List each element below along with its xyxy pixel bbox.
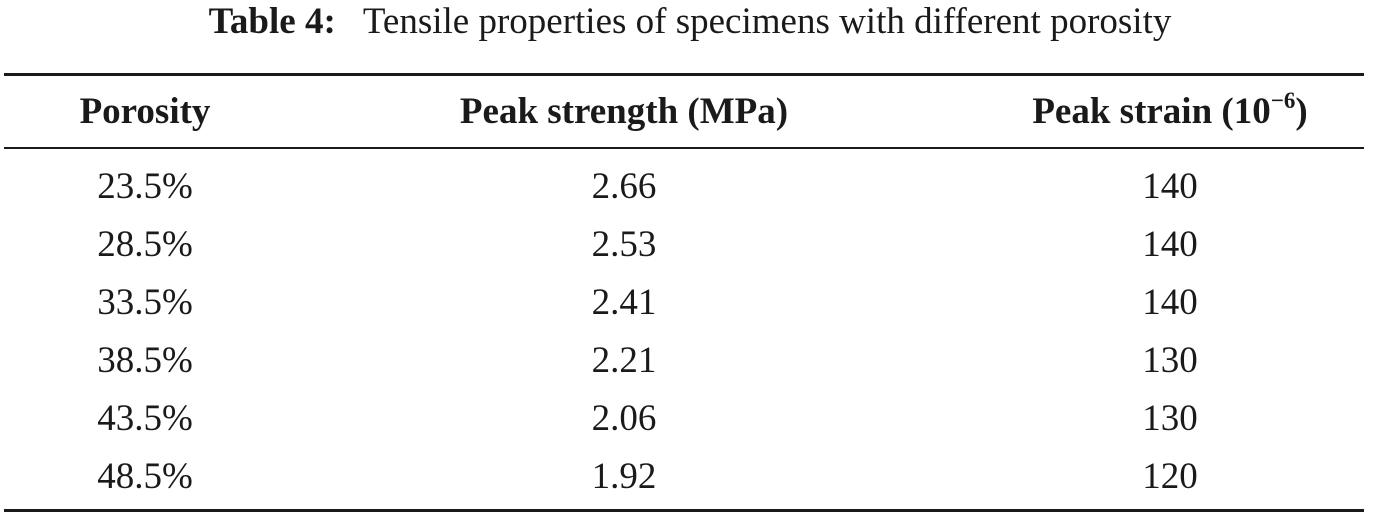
header-peak-strain-text: Peak strain (10 bbox=[1032, 91, 1271, 132]
header-peak-strain: Peak strain (10−6) bbox=[980, 80, 1360, 144]
cell-peak-strength: 2.41 bbox=[591, 282, 657, 323]
cell-peak-strength: 1.92 bbox=[591, 456, 657, 497]
header-peak-strain-exponent: −6 bbox=[1270, 87, 1296, 113]
header-porosity: Porosity bbox=[0, 80, 290, 144]
cell-porosity: 33.5% bbox=[97, 282, 193, 323]
table-row: 33.5% 2.41 140 bbox=[0, 274, 1380, 332]
table-top-rule bbox=[4, 73, 1364, 76]
header-peak-strength: Peak strength (MPa) bbox=[440, 80, 808, 144]
cell-peak-strength: 2.06 bbox=[591, 398, 657, 439]
table-header-row: Porosity Peak strength (MPa) Peak strain… bbox=[0, 80, 1380, 144]
table-header-rule bbox=[4, 147, 1364, 149]
table-caption-spacer bbox=[345, 1, 354, 42]
table-row: 28.5% 2.53 140 bbox=[0, 216, 1380, 274]
cell-porosity: 48.5% bbox=[97, 456, 193, 497]
cell-peak-strength: 2.66 bbox=[591, 166, 657, 207]
table-bottom-rule bbox=[4, 509, 1364, 512]
table-row: 48.5% 1.92 120 bbox=[0, 448, 1380, 506]
cell-peak-strength: 2.21 bbox=[591, 340, 657, 381]
table-row: 23.5% 2.66 140 bbox=[0, 158, 1380, 216]
cell-peak-strain: 120 bbox=[1142, 456, 1198, 497]
cell-peak-strain: 130 bbox=[1142, 398, 1198, 439]
cell-peak-strain: 140 bbox=[1142, 224, 1198, 265]
header-porosity-text: Porosity bbox=[79, 91, 211, 132]
cell-porosity: 28.5% bbox=[97, 224, 193, 265]
table-caption: Table 4: Tensile properties of specimens… bbox=[0, 0, 1380, 44]
cell-peak-strain: 130 bbox=[1142, 340, 1198, 381]
table-body: 23.5% 2.66 140 28.5% 2.53 140 33.5% 2.41… bbox=[0, 158, 1380, 506]
table-caption-label: Table 4: bbox=[208, 1, 336, 42]
table-row: 38.5% 2.21 130 bbox=[0, 332, 1380, 390]
header-peak-strain-suffix: ) bbox=[1295, 91, 1308, 132]
cell-peak-strain: 140 bbox=[1142, 282, 1198, 323]
cell-porosity: 38.5% bbox=[97, 340, 193, 381]
cell-porosity: 43.5% bbox=[97, 398, 193, 439]
cell-peak-strength: 2.53 bbox=[591, 224, 657, 265]
cell-peak-strain: 140 bbox=[1142, 166, 1198, 207]
table-caption-text: Tensile properties of specimens with dif… bbox=[362, 1, 1172, 42]
header-peak-strength-text: Peak strength (MPa) bbox=[459, 91, 789, 132]
table-row: 43.5% 2.06 130 bbox=[0, 390, 1380, 448]
cell-porosity: 23.5% bbox=[97, 166, 193, 207]
